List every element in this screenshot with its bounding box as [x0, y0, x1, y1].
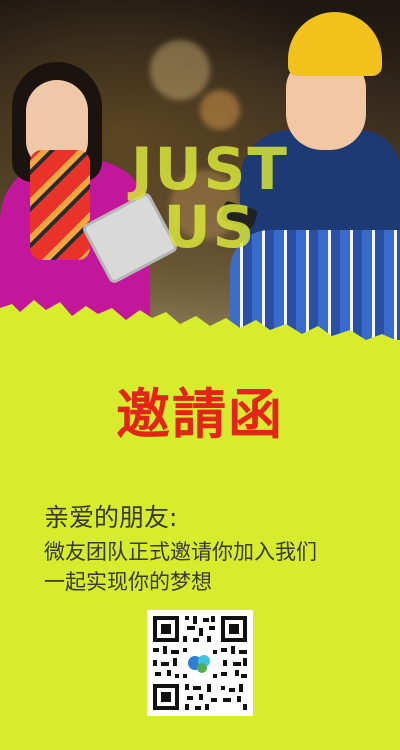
headline-en: JUST US [130, 135, 289, 261]
ragged-edge [0, 300, 400, 360]
qr-code-icon[interactable] [147, 610, 253, 716]
invitation-title: 邀請函 [116, 383, 284, 446]
greeting-text: 亲爱的朋友: [44, 503, 178, 532]
invitation-line-1: 微友团队正式邀请你加入我们 [44, 540, 317, 564]
invitation-line-2: 一起实现你的梦想 [44, 570, 212, 594]
yellow-hat [288, 12, 382, 76]
hero-photo: JUST US [0, 0, 400, 340]
